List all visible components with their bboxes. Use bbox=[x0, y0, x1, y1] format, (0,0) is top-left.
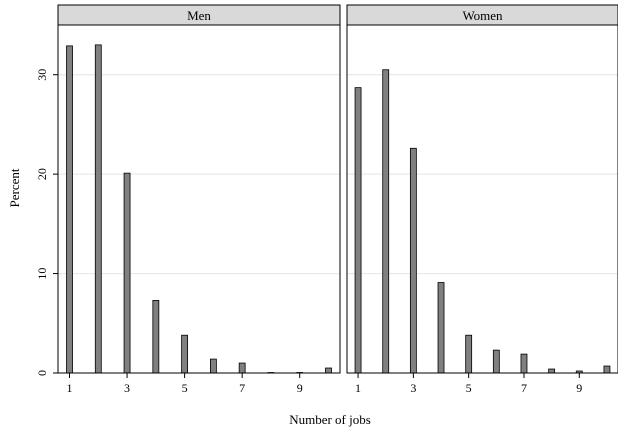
plot-frame-men bbox=[57, 24, 341, 374]
bar-men-5 bbox=[181, 334, 189, 374]
bar-women-3 bbox=[409, 147, 417, 374]
x-tick-label-men-9: 9 bbox=[297, 381, 303, 395]
bar-men-6 bbox=[209, 358, 217, 374]
bar-women-4 bbox=[437, 282, 445, 374]
x-tick-label-women-1: 1 bbox=[355, 381, 361, 395]
bar-women-8 bbox=[548, 368, 556, 374]
bar-men-1 bbox=[66, 45, 73, 374]
x-axis-women: 1 3 5 7 9 bbox=[355, 373, 582, 395]
bar-women-6 bbox=[492, 349, 500, 374]
bar-women-7 bbox=[520, 353, 528, 374]
bar-women-1 bbox=[354, 87, 362, 374]
panel-men: Men 1 3 5 7 9 bbox=[57, 4, 341, 395]
bars-men bbox=[66, 44, 332, 374]
bar-men-10 bbox=[325, 367, 332, 374]
x-tick-label-men-5: 5 bbox=[182, 381, 188, 395]
x-tick-label-men-1: 1 bbox=[67, 381, 73, 395]
x-tick-label-women-9: 9 bbox=[576, 381, 582, 395]
x-tick-label-women-7: 7 bbox=[521, 381, 527, 395]
bar-women-5 bbox=[465, 334, 473, 374]
x-tick-label-men-7: 7 bbox=[239, 381, 245, 395]
x-tick-label-men-3: 3 bbox=[124, 381, 130, 395]
panel-label-women: Women bbox=[462, 8, 503, 23]
bars-women bbox=[354, 69, 611, 374]
bar-women-2 bbox=[382, 69, 390, 374]
bar-men-3 bbox=[123, 172, 131, 374]
x-tick-label-women-3: 3 bbox=[410, 381, 416, 395]
x-tick-label-women-5: 5 bbox=[466, 381, 472, 395]
y-tick-label-0: 0 bbox=[35, 370, 49, 376]
bar-men-7 bbox=[238, 362, 246, 374]
y-axis-title: Percent bbox=[7, 168, 22, 207]
y-tick-label-20: 20 bbox=[35, 168, 49, 180]
plot-frame-women bbox=[346, 24, 618, 374]
panel-label-men: Men bbox=[187, 8, 211, 23]
x-axis-men: 1 3 5 7 9 bbox=[67, 373, 303, 395]
bar-women-10 bbox=[603, 365, 611, 374]
bar-men-2 bbox=[94, 44, 102, 374]
y-tick-label-10: 10 bbox=[35, 268, 49, 280]
bar-men-4 bbox=[152, 300, 160, 374]
y-tick-label-30: 30 bbox=[35, 69, 49, 81]
x-axis-title: Number of jobs bbox=[289, 412, 371, 427]
y-axis: 0 10 20 30 bbox=[35, 69, 58, 376]
panel-women: Women 1 3 5 7 9 bbox=[346, 4, 618, 395]
